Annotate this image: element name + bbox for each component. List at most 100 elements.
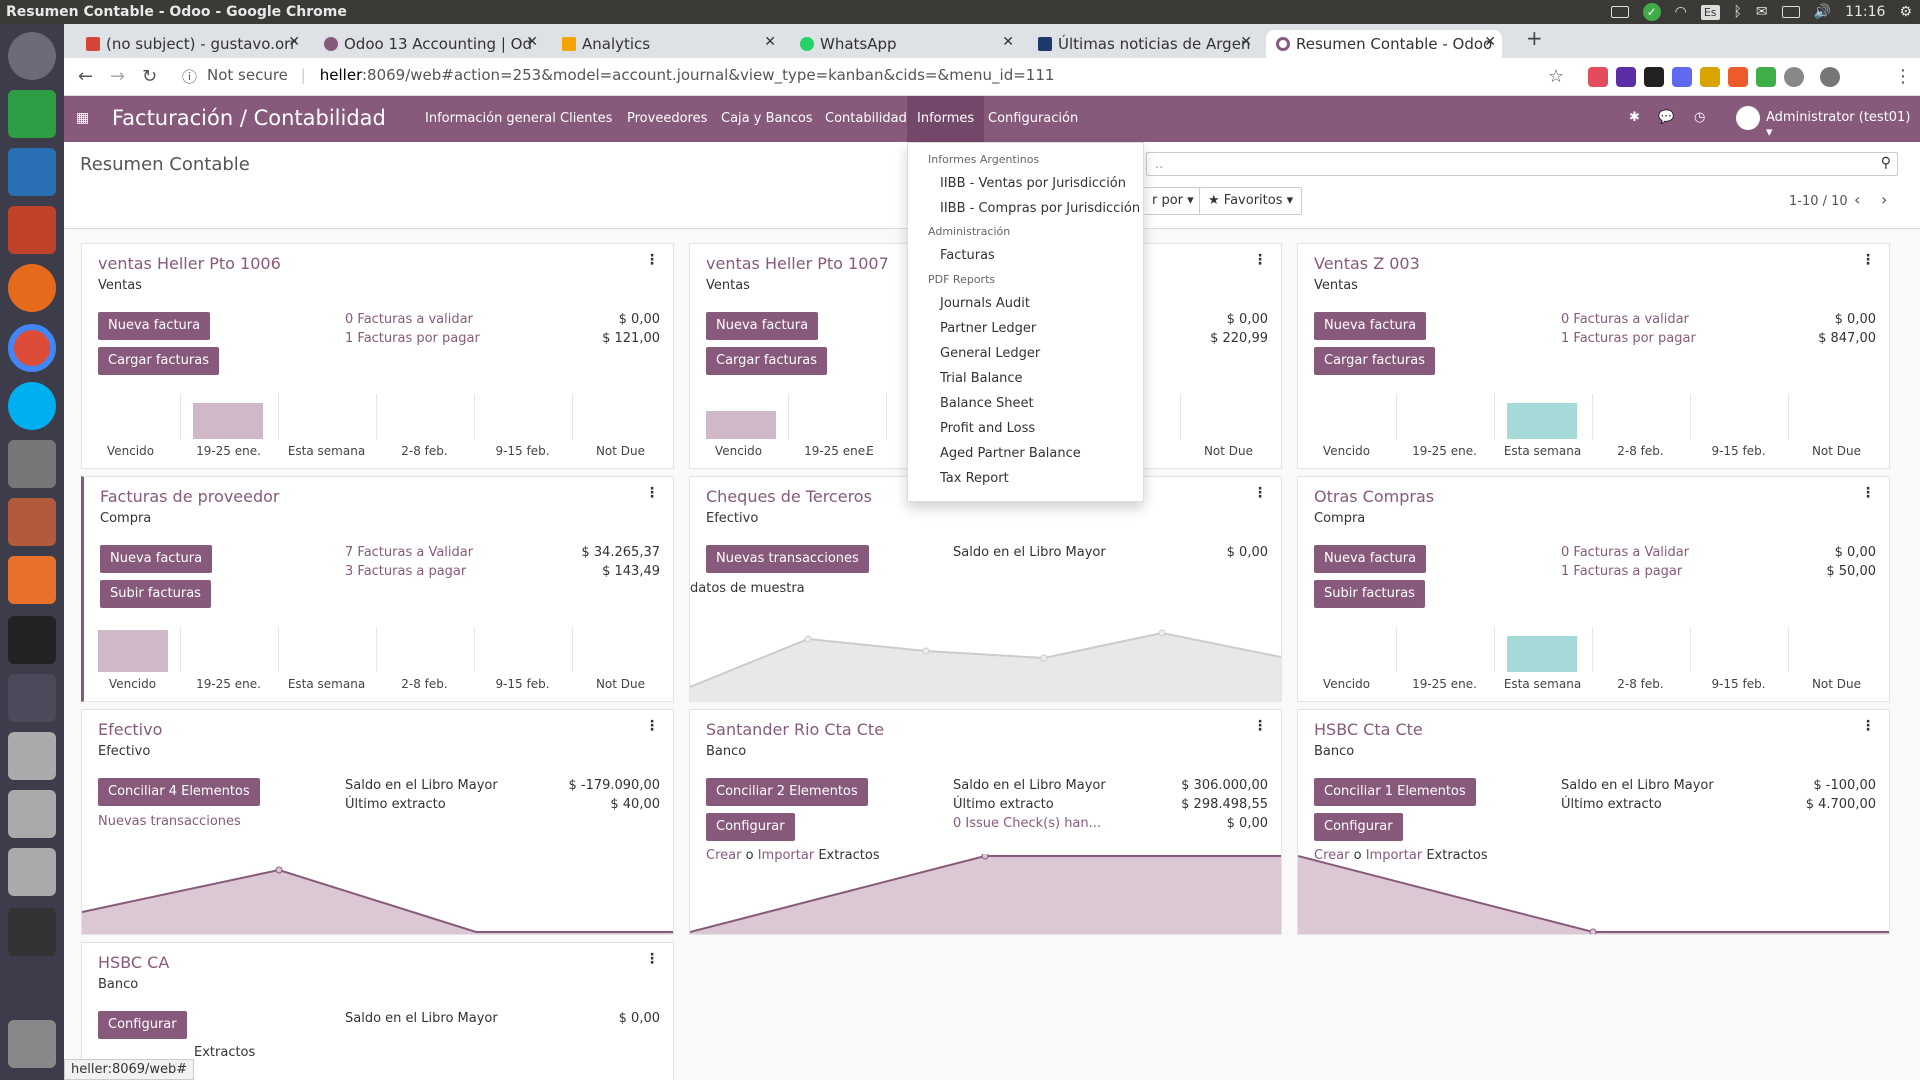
- menu-item-general-ledger[interactable]: General Ledger: [940, 346, 1041, 361]
- menu-proveedores[interactable]: Proveedores: [627, 111, 708, 126]
- keyboard-layout[interactable]: Es: [1700, 4, 1720, 20]
- drive-icon[interactable]: [8, 732, 56, 780]
- clock[interactable]: 11:16: [1845, 4, 1886, 20]
- menu-item-iibb-ventas[interactable]: IIBB - Ventas por Jurisdicción: [940, 176, 1126, 191]
- card-options-icon[interactable]: ⋮: [645, 951, 659, 967]
- reconcile-button[interactable]: Conciliar 1 Elementos: [1314, 778, 1476, 806]
- address-bar[interactable]: Not secure | heller:8069/web#action=253&m…: [207, 66, 1055, 84]
- extension-icon[interactable]: [1756, 67, 1776, 87]
- card-options-icon[interactable]: ⋮: [1253, 485, 1267, 501]
- card-title[interactable]: Santander Rio Cta Cte: [706, 720, 885, 739]
- create-link[interactable]: Crear: [706, 848, 742, 863]
- display-icon[interactable]: [1610, 6, 1629, 18]
- new-invoice-button[interactable]: Nueva factura: [1314, 312, 1427, 340]
- menu-item-facturas[interactable]: Facturas: [940, 248, 995, 263]
- extension-icon[interactable]: [1700, 67, 1720, 87]
- extension-icon[interactable]: [1644, 67, 1664, 87]
- settings-icon[interactable]: [8, 440, 56, 488]
- card-title[interactable]: HSBC Cta Cte: [1314, 720, 1423, 739]
- menu-informacion-general[interactable]: Información general: [425, 111, 556, 126]
- close-icon[interactable]: ✕: [1484, 34, 1496, 50]
- new-invoice-button[interactable]: Nueva factura: [100, 545, 213, 573]
- activity-clock-icon[interactable]: ◷: [1694, 110, 1706, 125]
- back-icon[interactable]: ←: [78, 66, 94, 87]
- reload-icon[interactable]: ↻: [142, 66, 158, 87]
- tab-resumen-contable[interactable]: Resumen Contable - Odoo ✕: [1266, 30, 1502, 58]
- chrome-icon[interactable]: [8, 324, 56, 372]
- spreadsheet-icon[interactable]: [8, 90, 56, 138]
- card-options-icon[interactable]: ⋮: [645, 718, 659, 734]
- apps-grid-icon[interactable]: ▦: [76, 110, 90, 126]
- extension-icon[interactable]: [1588, 67, 1608, 87]
- import-link[interactable]: Importar: [757, 848, 815, 863]
- import-link[interactable]: Importar: [1365, 848, 1423, 863]
- trash-icon[interactable]: [8, 1020, 56, 1068]
- bluetooth-icon[interactable]: ᛒ: [1733, 4, 1742, 20]
- close-icon[interactable]: ✕: [288, 34, 300, 50]
- card-title[interactable]: HSBC CA: [98, 953, 170, 972]
- menu-item-profit-loss[interactable]: Profit and Loss: [940, 421, 1036, 436]
- card-options-icon[interactable]: ⋮: [1861, 252, 1875, 268]
- invoices-to-validate-link[interactable]: 0 Facturas a Validar: [1561, 545, 1690, 560]
- card-options-icon[interactable]: ⋮: [1253, 252, 1267, 268]
- search-input[interactable]: .. ⚲: [1146, 152, 1898, 176]
- firefox-icon[interactable]: [8, 264, 56, 312]
- menu-item-balance-sheet[interactable]: Balance Sheet: [940, 396, 1034, 411]
- close-icon[interactable]: ✕: [1240, 34, 1252, 50]
- card-options-icon[interactable]: ⋮: [1861, 718, 1875, 734]
- card-options-icon[interactable]: ⋮: [1253, 718, 1267, 734]
- menu-item-journals-audit[interactable]: Journals Audit: [940, 296, 1030, 311]
- tab-odoo-accounting[interactable]: Odoo 13 Accounting | Od ✕: [314, 30, 544, 58]
- journal-card-otras-compras[interactable]: Otras Compras Compra ⋮ Nueva factura Sub…: [1297, 476, 1890, 702]
- upload-invoices-button[interactable]: Cargar facturas: [98, 347, 219, 375]
- terminal-icon[interactable]: [8, 616, 56, 664]
- menu-item-tax-report[interactable]: Tax Report: [940, 471, 1009, 486]
- close-icon[interactable]: ✕: [526, 34, 538, 50]
- issue-checks-link[interactable]: 0 Issue Check(s) han...: [953, 816, 1102, 831]
- menu-item-iibb-compras[interactable]: IIBB - Compras por Jurisdicción: [940, 201, 1141, 216]
- drive-icon[interactable]: [8, 790, 56, 838]
- upload-invoices-button[interactable]: Cargar facturas: [1314, 347, 1435, 375]
- invoices-to-validate-link[interactable]: 0 Facturas a validar: [345, 312, 473, 327]
- close-icon[interactable]: ✕: [1002, 34, 1014, 50]
- files-icon[interactable]: [8, 498, 56, 546]
- tab-analytics[interactable]: Analytics ✕: [552, 30, 782, 58]
- menu-informes[interactable]: Informes: [907, 96, 985, 142]
- extension-icon[interactable]: [1728, 67, 1748, 87]
- drive-icon[interactable]: [8, 848, 56, 896]
- pager-previous-icon[interactable]: ‹: [1854, 190, 1861, 209]
- extension-icon[interactable]: [1616, 67, 1636, 87]
- gear-icon[interactable]: ⚙: [1899, 4, 1912, 20]
- software-center-icon[interactable]: [8, 556, 56, 604]
- phone-icon[interactable]: [8, 908, 56, 956]
- new-transactions-link[interactable]: Nuevas transacciones: [98, 814, 241, 829]
- workspace-switcher-icon[interactable]: [8, 674, 56, 722]
- menu-item-partner-ledger[interactable]: Partner Ledger: [940, 321, 1037, 336]
- invoices-to-pay-link[interactable]: 1 Facturas por pagar: [345, 331, 480, 346]
- user-menu[interactable]: Administrator (test01) ▾: [1766, 110, 1911, 140]
- volume-icon[interactable]: 🔊: [1813, 4, 1832, 20]
- new-invoice-button[interactable]: Nueva factura: [706, 312, 819, 340]
- menu-contabilidad[interactable]: Contabilidad: [825, 111, 907, 126]
- card-options-icon[interactable]: ⋮: [645, 252, 659, 268]
- upload-invoices-button[interactable]: Subir facturas: [100, 580, 211, 608]
- new-invoice-button[interactable]: Nueva factura: [98, 312, 211, 340]
- card-title[interactable]: Cheques de Terceros: [706, 487, 872, 506]
- card-options-icon[interactable]: ⋮: [645, 485, 659, 501]
- card-title[interactable]: Facturas de proveedor: [100, 487, 280, 506]
- upload-invoices-button[interactable]: Cargar facturas: [706, 347, 827, 375]
- app-brand[interactable]: Facturación / Contabilidad: [112, 106, 386, 130]
- chrome-menu-icon[interactable]: ⋮: [1894, 66, 1912, 87]
- new-invoice-button[interactable]: Nueva factura: [1314, 545, 1427, 573]
- card-title[interactable]: Otras Compras: [1314, 487, 1435, 506]
- skype-icon[interactable]: [8, 382, 56, 430]
- extension-icon[interactable]: [1672, 67, 1692, 87]
- reconcile-button[interactable]: Conciliar 4 Elementos: [98, 778, 260, 806]
- ubuntu-dash-icon[interactable]: [8, 32, 56, 80]
- card-title[interactable]: Efectivo: [98, 720, 163, 739]
- pager-next-icon[interactable]: ›: [1881, 190, 1888, 209]
- menu-configuracion[interactable]: Configuración: [988, 111, 1079, 126]
- new-tab-button[interactable]: +: [1526, 26, 1543, 50]
- invoices-to-validate-link[interactable]: 0 Facturas a validar: [1561, 312, 1689, 327]
- profile-avatar[interactable]: [1820, 67, 1840, 87]
